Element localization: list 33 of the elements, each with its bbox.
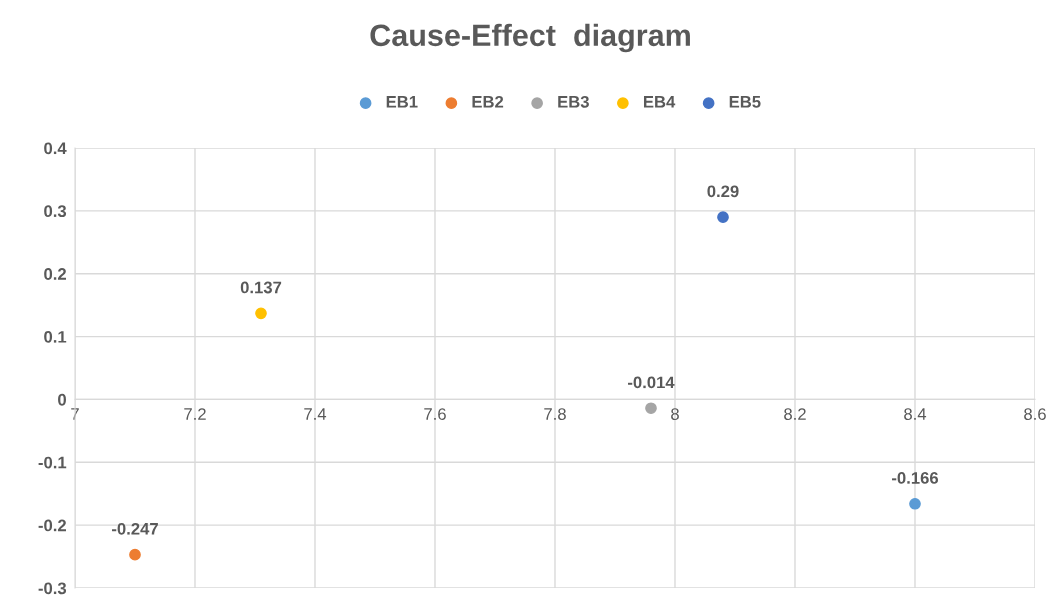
x-tick-label: 7.4 [304, 408, 327, 420]
x-tick-label: 7.6 [424, 408, 446, 420]
point [717, 211, 729, 223]
x-tick-label: 8 [671, 408, 679, 420]
point [645, 402, 657, 415]
y-tick-label: 0 [58, 393, 66, 406]
x-tick-label: 7.8 [544, 408, 566, 420]
x-tick-label: 8.2 [784, 408, 806, 420]
chart-title: Cause-Effect diagram [370, 23, 690, 53]
legend-label: EB5 [729, 96, 761, 108]
x-tick-label: 7 [71, 408, 79, 420]
y-tick-label: -0.3 [38, 582, 67, 595]
y-tick-label: -0.2 [38, 519, 66, 532]
data-label: -0.014 [628, 376, 675, 389]
legend-label: EB1 [386, 96, 418, 108]
legend-label: EB4 [643, 96, 676, 108]
y-tick-label: 0.2 [44, 268, 66, 280]
y-tick-label: -0.1 [38, 456, 67, 469]
data-label: -0.166 [892, 472, 939, 484]
point [129, 548, 141, 561]
y-tick-label: 0.4 [44, 142, 67, 155]
legend-label: EB2 [472, 95, 504, 108]
data-label: -0.247 [112, 522, 158, 535]
y-tick-label: 0.3 [44, 205, 67, 218]
x-tick-label: 8.6 [1024, 408, 1046, 420]
x-tick-label: 7.2 [184, 408, 206, 420]
legend-label: EB3 [558, 95, 589, 108]
y-tick-label: 0.1 [44, 330, 67, 343]
point [255, 307, 267, 320]
point [909, 497, 921, 510]
data-label: 0.29 [707, 185, 739, 198]
x-tick-label: 8.4 [904, 408, 927, 420]
data-label: 0.137 [240, 281, 282, 294]
